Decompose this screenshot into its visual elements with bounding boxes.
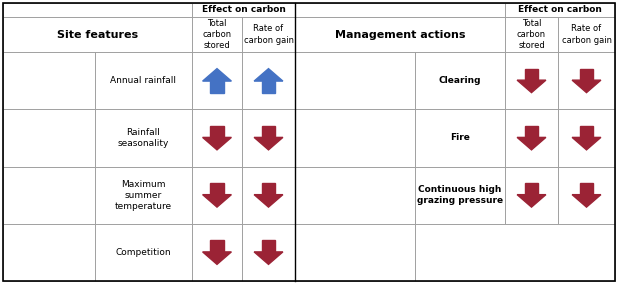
- Text: Total
carbon
stored: Total carbon stored: [202, 19, 232, 50]
- Bar: [95, 166, 192, 224]
- Bar: [558, 166, 615, 224]
- Bar: [295, 166, 415, 224]
- Bar: [505, 3, 615, 17]
- Bar: [580, 69, 593, 80]
- Text: Fire: Fire: [450, 133, 470, 142]
- Bar: [95, 52, 192, 109]
- Bar: [525, 69, 538, 80]
- Bar: [415, 224, 615, 281]
- Bar: [295, 52, 415, 109]
- Text: Rainfall
seasonality: Rainfall seasonality: [118, 128, 169, 148]
- Bar: [525, 183, 538, 195]
- Bar: [3, 166, 95, 224]
- Bar: [415, 52, 505, 109]
- Text: Site features: Site features: [57, 30, 138, 39]
- Bar: [505, 109, 558, 166]
- Bar: [262, 126, 275, 137]
- Bar: [505, 166, 558, 224]
- Bar: [558, 109, 615, 166]
- Bar: [211, 240, 224, 252]
- Bar: [192, 224, 242, 281]
- Bar: [580, 126, 593, 137]
- Text: Effect on carbon: Effect on carbon: [202, 5, 285, 14]
- Bar: [295, 3, 505, 17]
- Bar: [3, 52, 95, 109]
- Text: Management actions: Management actions: [335, 30, 465, 39]
- Text: Annual rainfall: Annual rainfall: [111, 76, 177, 85]
- Bar: [95, 109, 192, 166]
- Bar: [192, 52, 242, 109]
- Bar: [192, 3, 295, 17]
- Polygon shape: [254, 69, 283, 81]
- Bar: [262, 240, 275, 252]
- Polygon shape: [572, 137, 601, 150]
- Bar: [415, 166, 505, 224]
- Bar: [211, 183, 224, 195]
- Bar: [242, 17, 295, 52]
- Polygon shape: [203, 195, 232, 207]
- Polygon shape: [517, 137, 546, 150]
- Polygon shape: [254, 195, 283, 207]
- Bar: [211, 81, 224, 93]
- Polygon shape: [254, 252, 283, 264]
- Bar: [3, 3, 192, 17]
- Bar: [295, 109, 415, 166]
- Bar: [192, 109, 242, 166]
- Bar: [415, 109, 505, 166]
- Bar: [3, 17, 192, 52]
- Bar: [242, 52, 295, 109]
- Text: Effect on carbon: Effect on carbon: [518, 5, 602, 14]
- Polygon shape: [517, 195, 546, 207]
- Text: Continuous high
grazing pressure: Continuous high grazing pressure: [417, 185, 503, 205]
- Polygon shape: [203, 252, 232, 264]
- Text: Total
carbon
stored: Total carbon stored: [517, 19, 546, 50]
- Polygon shape: [572, 80, 601, 93]
- Bar: [580, 183, 593, 195]
- Bar: [3, 224, 95, 281]
- Bar: [262, 81, 275, 93]
- Bar: [295, 17, 505, 52]
- Bar: [558, 52, 615, 109]
- Polygon shape: [203, 69, 232, 81]
- Bar: [242, 109, 295, 166]
- Text: Rate of
carbon gain: Rate of carbon gain: [561, 24, 611, 45]
- Bar: [95, 224, 192, 281]
- Polygon shape: [254, 137, 283, 150]
- Polygon shape: [572, 195, 601, 207]
- Text: Rate of
carbon gain: Rate of carbon gain: [243, 24, 294, 45]
- Polygon shape: [517, 80, 546, 93]
- Polygon shape: [203, 137, 232, 150]
- Bar: [262, 183, 275, 195]
- Text: Maximum
summer
temperature: Maximum summer temperature: [115, 179, 172, 211]
- Bar: [211, 126, 224, 137]
- Bar: [3, 109, 95, 166]
- Text: Competition: Competition: [116, 248, 172, 257]
- Text: Clearing: Clearing: [439, 76, 481, 85]
- Bar: [525, 126, 538, 137]
- Bar: [295, 224, 415, 281]
- Bar: [192, 17, 242, 52]
- Bar: [192, 166, 242, 224]
- Bar: [505, 17, 558, 52]
- Bar: [505, 52, 558, 109]
- Bar: [558, 17, 615, 52]
- Bar: [242, 224, 295, 281]
- Bar: [242, 166, 295, 224]
